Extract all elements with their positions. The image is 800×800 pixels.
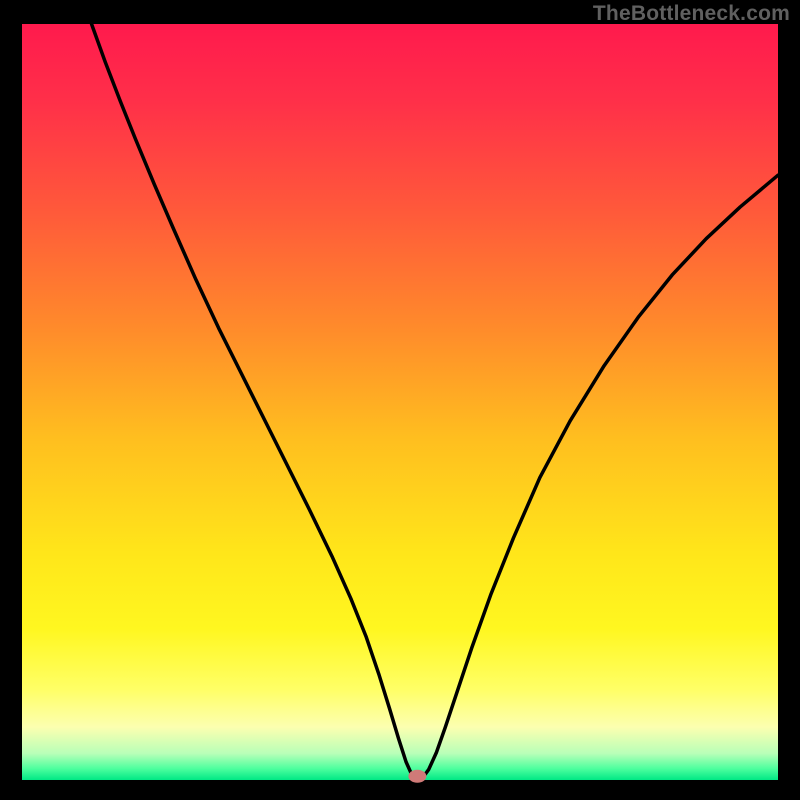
minimum-marker	[408, 770, 426, 783]
bottleneck-chart	[0, 0, 800, 800]
watermark-label: TheBottleneck.com	[593, 2, 790, 26]
chart-container: TheBottleneck.com	[0, 0, 800, 800]
